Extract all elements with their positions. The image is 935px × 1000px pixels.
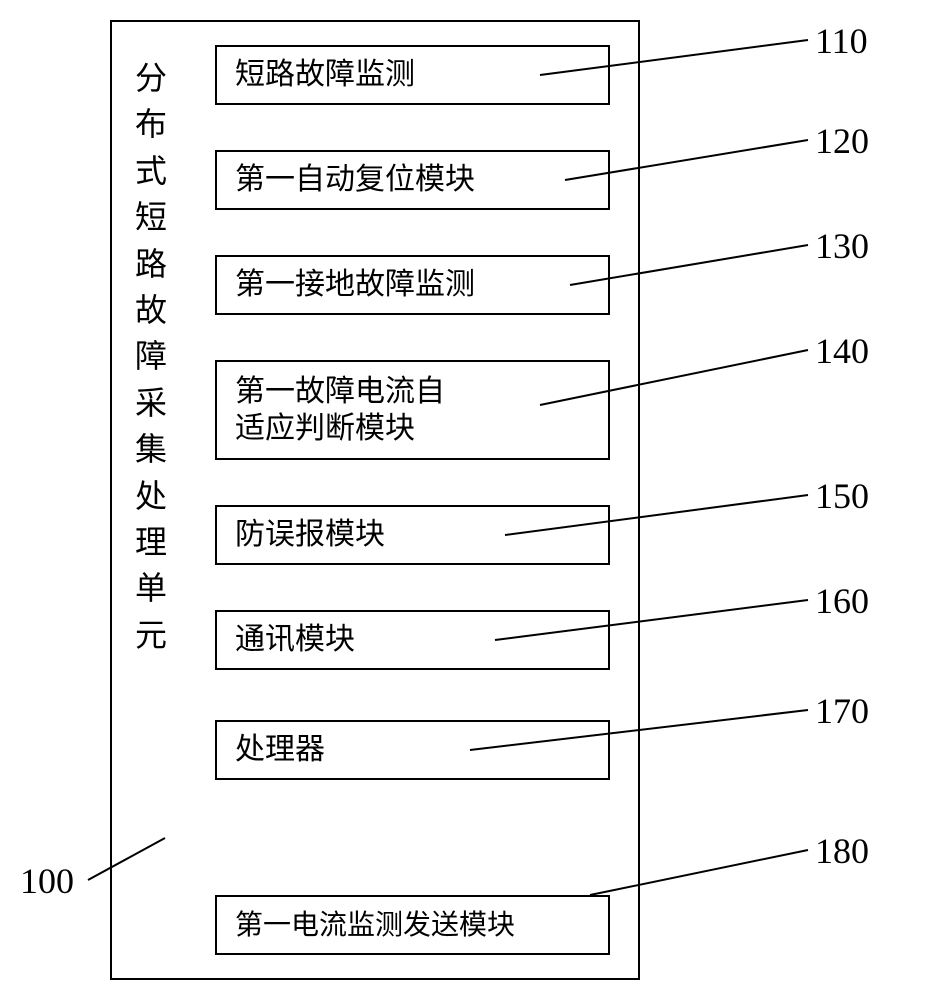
diagram-canvas: 分布式短路故障采集处理单元 短路故障监测第一自动复位模块第一接地故障监测第一故障… bbox=[0, 0, 935, 1000]
leader-line bbox=[540, 350, 808, 405]
leader-lines bbox=[0, 0, 935, 1000]
reference-number: 130 bbox=[815, 225, 869, 267]
leader-line bbox=[565, 140, 808, 180]
reference-number: 140 bbox=[815, 330, 869, 372]
reference-number: 180 bbox=[815, 830, 869, 872]
leader-line bbox=[540, 40, 808, 75]
reference-number: 160 bbox=[815, 580, 869, 622]
leader-line bbox=[470, 710, 808, 750]
reference-number: 150 bbox=[815, 475, 869, 517]
reference-number: 120 bbox=[815, 120, 869, 162]
leader-line bbox=[505, 495, 808, 535]
reference-number: 170 bbox=[815, 690, 869, 732]
reference-number: 110 bbox=[815, 20, 868, 62]
leader-line bbox=[590, 850, 808, 895]
reference-number: 100 bbox=[20, 860, 74, 902]
leader-line bbox=[88, 838, 165, 880]
leader-line bbox=[570, 245, 808, 285]
leader-line bbox=[495, 600, 808, 640]
